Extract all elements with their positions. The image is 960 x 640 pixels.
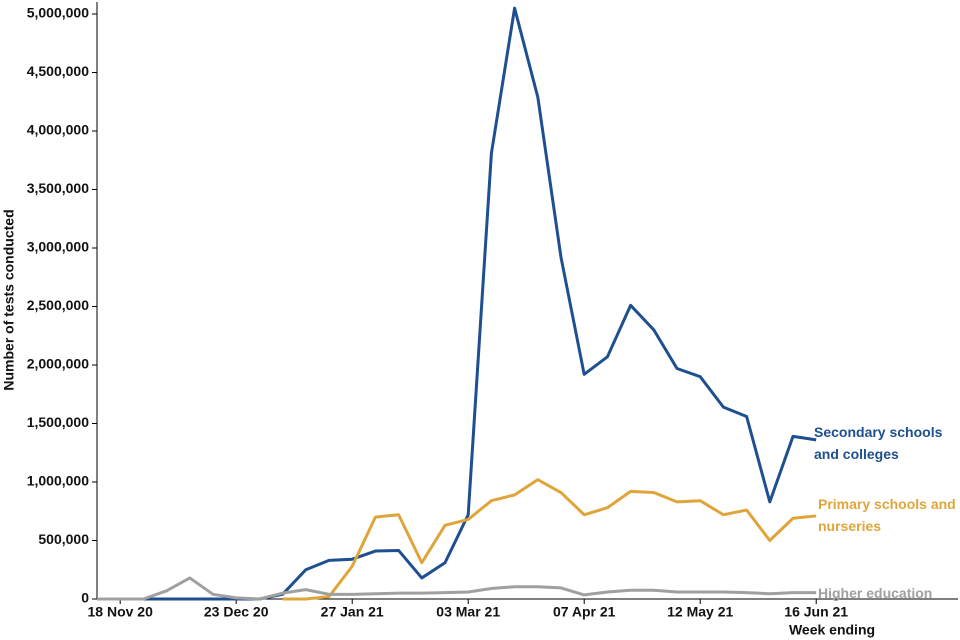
y-tick-label: 2,000,000: [27, 356, 89, 372]
y-axis-title: Number of tests conducted: [1, 209, 17, 390]
series-line: [282, 478, 817, 601]
series-label: Higher education: [818, 585, 933, 601]
y-tick-label: 1,500,000: [27, 414, 89, 430]
y-tick-label: 2,500,000: [27, 297, 89, 313]
x-axis-title: Week ending: [789, 622, 875, 638]
y-tick-label: 3,500,000: [27, 180, 89, 196]
y-tick-label: 4,000,000: [27, 122, 89, 138]
series-label: Secondary schools and colleges: [814, 424, 943, 462]
x-tick-label: 23 Dec 20: [204, 604, 269, 620]
y-tick-label: 0: [81, 590, 89, 606]
y-tick-label: 3,000,000: [27, 239, 89, 255]
y-tick-label: 1,000,000: [27, 473, 89, 489]
series-line: [97, 576, 817, 601]
x-tick-label: 07 Apr 21: [553, 604, 616, 620]
x-tick-label: 12 May 21: [667, 604, 733, 620]
y-tick-label: 500,000: [38, 531, 89, 547]
y-tick-label: 4,500,000: [27, 63, 89, 79]
x-tick-label: 18 Nov 20: [88, 604, 154, 620]
x-tick-label: 27 Jan 21: [321, 604, 384, 620]
x-tick-label: 03 Mar 21: [436, 604, 500, 620]
series-line: [97, 6, 817, 601]
series-label: Primary schools and nurseries: [818, 496, 956, 534]
x-tick-label: 16 Jun 21: [784, 604, 848, 620]
y-tick-label: 5,000,000: [27, 5, 89, 21]
